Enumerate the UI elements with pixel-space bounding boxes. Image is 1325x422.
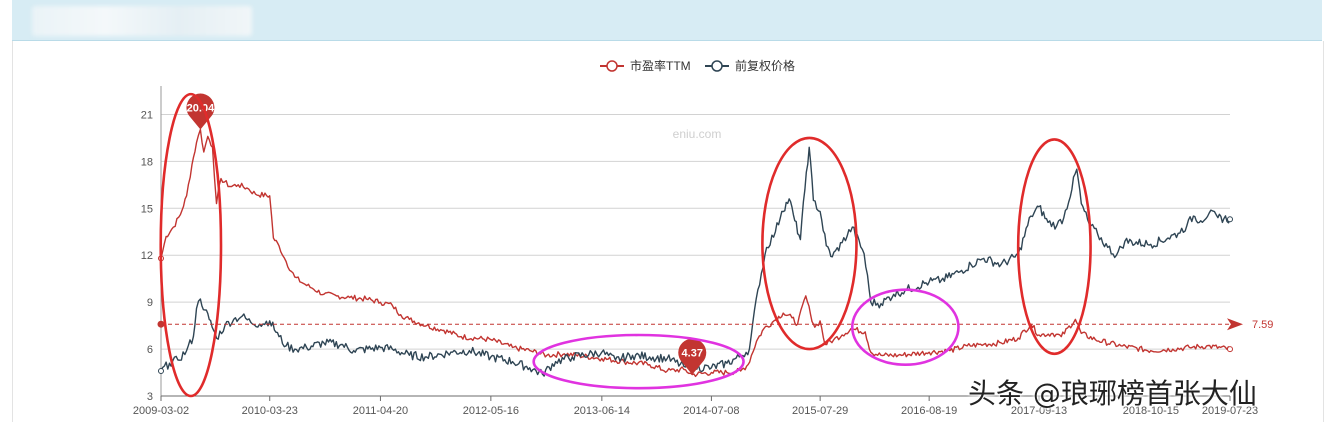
- annotation-ellipse: [850, 288, 960, 367]
- x-tick-label: 2014-07-08: [683, 405, 739, 417]
- annotation-ellipse: [159, 92, 223, 398]
- mark-point-label: 4.37: [682, 348, 703, 360]
- y-tick-label: 3: [147, 391, 153, 403]
- annotation-ellipses: [159, 92, 1092, 398]
- series-start-point: [158, 367, 164, 374]
- y-tick-label: 12: [141, 250, 153, 262]
- x-tick-label: 2019-07-23: [1202, 405, 1258, 417]
- pe-price-chart: 3 6 9 12 15 18 21 2009-03-02 2010-03-23 2011-04-…: [133, 58, 1274, 417]
- legend-marker: [606, 60, 618, 72]
- y-tick-label: 15: [141, 203, 153, 215]
- annotation-ellipse: [532, 333, 745, 390]
- mark-point-label: 20.04: [187, 102, 215, 114]
- mark-line-label: 7.59: [1252, 319, 1273, 331]
- x-tick-label: 2016-08-19: [901, 405, 957, 417]
- site-watermark: eniu.com: [673, 127, 722, 141]
- series-end-point: [1227, 346, 1233, 353]
- mark-points: 20.04 4.37: [186, 93, 707, 375]
- mark-point-pin: 20.04: [186, 93, 215, 130]
- y-axis: 3 6 9 12 15 18 21: [141, 86, 162, 403]
- mark-line-arrow: [1227, 318, 1243, 331]
- mark-point-shape: [678, 338, 707, 375]
- mark-line-start: [157, 320, 165, 328]
- average-mark-line: 7.59: [157, 318, 1273, 331]
- chart-panel: 3 6 9 12 15 18 21 2009-03-02 2010-03-23 2011-04-…: [12, 41, 1324, 422]
- x-tick-label: 2010-03-23: [242, 405, 298, 417]
- y-tick-label: 18: [141, 156, 153, 168]
- series-end-point: [1227, 216, 1233, 223]
- watermark-text: 头条 @琅琊榜首张大仙: [968, 377, 1257, 410]
- x-tick-label: 2011-04-20: [353, 405, 408, 417]
- grid-lines: [161, 113, 1230, 397]
- x-tick-label: 2017-09-13: [1011, 405, 1067, 417]
- y-tick-label: 21: [141, 109, 153, 121]
- legend[interactable]: 市盈率TTM 前复权价格: [600, 58, 795, 73]
- x-tick-label: 2012-05-16: [463, 405, 519, 417]
- legend-label: 前复权价格: [735, 58, 795, 73]
- y-tick-label: 6: [147, 344, 153, 356]
- legend-label: 市盈率TTM: [630, 58, 691, 73]
- legend-item-pe-ttm[interactable]: 市盈率TTM: [600, 58, 691, 73]
- annotation-ellipse: [1016, 138, 1092, 356]
- legend-item-price[interactable]: 前复权价格: [705, 58, 795, 73]
- y-tick-label: 9: [147, 297, 153, 309]
- x-tick-label: 2013-06-14: [574, 405, 630, 417]
- x-axis: 2009-03-02 2010-03-23 2011-04-20 2012-05-16…: [133, 395, 1258, 417]
- x-tick-label: 2009-03-02: [133, 405, 189, 417]
- blurred-title: [32, 6, 252, 36]
- annotation-ellipse: [761, 136, 858, 351]
- x-tick-label: 2018-10-15: [1123, 405, 1179, 417]
- mark-point-pin: 4.37: [678, 338, 707, 375]
- x-tick-label: 2015-07-29: [792, 405, 848, 417]
- series-line-pe-ttm: [160, 128, 1231, 378]
- header-bar: [12, 0, 1322, 41]
- legend-marker: [711, 60, 723, 72]
